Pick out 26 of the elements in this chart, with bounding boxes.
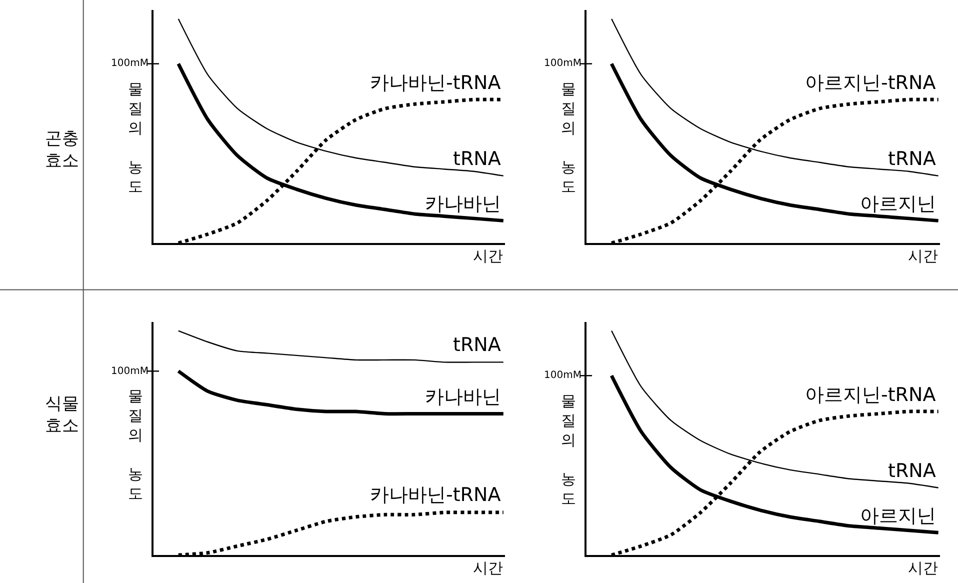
text: 100mM	[111, 58, 148, 69]
series-label: 카나바닌	[425, 386, 501, 408]
text: 100mM	[544, 58, 582, 69]
text: 물질의 농도	[561, 80, 576, 196]
x-axis-title: 시간	[473, 559, 503, 577]
series-label: tRNA	[888, 148, 936, 170]
x-axis-title: 시간	[908, 247, 938, 265]
x-axis-title: 시간	[908, 559, 938, 577]
text: 100mM	[544, 370, 582, 381]
series-label: 카나바닌-tRNA	[370, 484, 501, 506]
series-label: 아르지닌	[860, 505, 936, 527]
text: 식물 효소	[45, 394, 79, 436]
series-label: 아르지닌	[860, 193, 936, 215]
text: 물질의 농도	[561, 392, 576, 508]
series-label: 아르지닌-tRNA	[805, 384, 936, 406]
text: 곤충 효소	[45, 129, 79, 172]
series-label: tRNA	[453, 148, 501, 170]
series-label: 아르지닌-tRNA	[805, 72, 936, 94]
series-label: tRNA	[453, 334, 501, 356]
series-label: 카나바닌-tRNA	[370, 72, 501, 94]
text: 물질의 농도	[128, 387, 143, 502]
series-label: 카나바닌	[425, 193, 501, 215]
text: 물질의 농도	[128, 80, 143, 196]
text: 100mM	[111, 366, 148, 377]
x-axis-title: 시간	[473, 247, 503, 265]
series-label: tRNA	[888, 460, 936, 482]
